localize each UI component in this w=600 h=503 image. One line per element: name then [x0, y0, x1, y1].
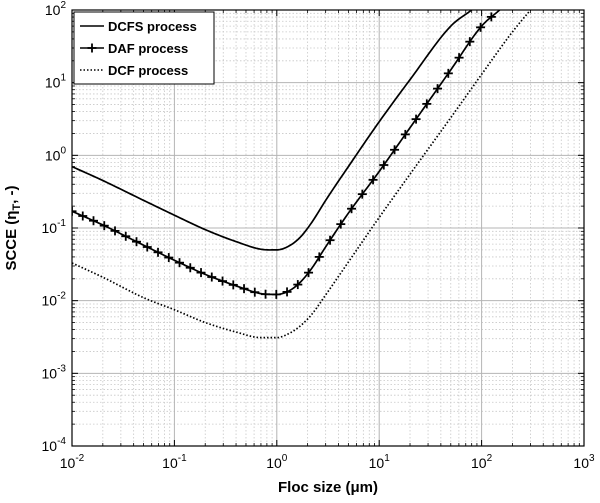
y-axis-title-main: SCCE (η [3, 211, 20, 271]
series-marker-1 [185, 263, 195, 273]
series-marker-1 [121, 231, 131, 241]
y-tick-exponent: -1 [57, 218, 66, 229]
y-tick-exponent: -4 [57, 436, 66, 447]
series-marker-1 [271, 289, 281, 299]
legend-entry-dcfs: DCFS process [80, 19, 197, 34]
legend-entry-dcf: DCF process [80, 63, 188, 78]
series-marker-1 [153, 247, 163, 257]
series-marker-1 [476, 22, 486, 32]
series-marker-1 [304, 268, 314, 278]
x-tick-label: 10-2 [60, 453, 85, 471]
x-tick-exponent: 1 [384, 453, 390, 464]
series-marker-1 [196, 268, 206, 278]
y-tick-label: 100 [45, 145, 67, 163]
y-tick-exponent: 2 [60, 0, 66, 11]
series-marker-1 [142, 242, 152, 252]
series-marker-1 [433, 84, 443, 94]
series-marker-1 [228, 280, 238, 290]
series-marker-1 [293, 280, 303, 290]
x-tick-label: 102 [471, 453, 493, 471]
x-tick-exponent: -2 [75, 453, 84, 464]
legend-label-dcf: DCF process [108, 63, 188, 78]
y-tick-label: 102 [45, 0, 67, 18]
x-tick-base: 10 [266, 455, 282, 471]
y-tick-base: 10 [42, 220, 58, 236]
series-marker-1 [72, 206, 77, 216]
legend-entry-daf: DAF process [80, 41, 188, 56]
y-tick-label: 10-4 [42, 436, 67, 454]
series-marker-1 [422, 99, 432, 109]
legend-marker-daf [87, 43, 97, 53]
y-tick-base: 10 [42, 293, 58, 309]
series-marker-1 [250, 287, 260, 297]
y-axis-title-subscript: T [11, 204, 23, 211]
series-marker-1 [368, 175, 378, 185]
y-tick-exponent: -2 [57, 291, 66, 302]
x-tick-exponent: 0 [282, 453, 288, 464]
x-tick-label: 103 [573, 453, 595, 471]
series-marker-1 [465, 37, 475, 47]
series-marker-1 [261, 289, 271, 299]
x-tick-base: 10 [573, 455, 589, 471]
series-marker-1 [78, 211, 88, 221]
x-tick-exponent: -1 [178, 453, 187, 464]
y-tick-base: 10 [42, 365, 58, 381]
legend-label-dcfs: DCFS process [108, 19, 197, 34]
series-layer [72, 10, 532, 339]
series-marker-1 [89, 216, 99, 226]
series-line-0 [72, 10, 473, 251]
series-marker-1 [443, 68, 453, 78]
series-marker-1 [218, 276, 228, 286]
x-tick-label: 10-1 [162, 453, 187, 471]
series-marker-1 [390, 145, 400, 155]
series-marker-1 [164, 253, 174, 263]
y-tick-label: 101 [45, 73, 67, 91]
x-tick-labels: 10-2 10-1 100 101 102 103 [60, 453, 595, 471]
series-marker-1 [325, 235, 335, 245]
series-marker-1 [486, 12, 496, 22]
tick-marks [71, 9, 585, 447]
x-tick-exponent: 3 [589, 453, 595, 464]
x-tick-base: 10 [471, 455, 487, 471]
y-tick-exponent: 0 [60, 145, 66, 156]
series-marker-1 [347, 204, 357, 214]
y-tick-exponent: -3 [57, 363, 66, 374]
y-tick-base: 10 [45, 147, 61, 163]
x-tick-base: 10 [369, 455, 385, 471]
series-line-2 [72, 10, 532, 339]
series-marker-1 [314, 252, 324, 262]
series-marker-1 [357, 189, 367, 199]
x-tick-base: 10 [60, 455, 76, 471]
series-marker-1 [99, 221, 109, 231]
y-tick-label: 10-1 [42, 218, 67, 236]
series-marker-1 [282, 287, 292, 297]
y-tick-base: 10 [45, 2, 61, 18]
x-tick-exponent: 2 [487, 453, 493, 464]
legend: DCFS process DAF process DCF process [73, 11, 215, 85]
x-tick-label: 101 [369, 453, 391, 471]
y-axis-title-tail: , -) [3, 185, 20, 203]
series-marker-1 [207, 272, 217, 282]
y-tick-label: 10-3 [42, 363, 67, 381]
series-marker-1 [379, 160, 389, 170]
series-marker-1 [175, 258, 185, 268]
series-marker-1 [239, 284, 249, 294]
y-tick-label: 10-2 [42, 291, 67, 309]
series-marker-1 [400, 129, 410, 139]
x-tick-label: 100 [266, 453, 288, 471]
x-tick-base: 10 [162, 455, 178, 471]
series-marker-1 [454, 53, 464, 63]
y-axis-title: SCCE (ηT, -) [3, 185, 23, 270]
series-marker-1 [110, 226, 120, 236]
y-tick-base: 10 [42, 438, 58, 454]
y-tick-base: 10 [45, 75, 61, 91]
legend-label-daf: DAF process [108, 41, 188, 56]
series-marker-1 [132, 237, 142, 247]
series-marker-1 [336, 219, 346, 229]
y-tick-exponent: 1 [60, 73, 66, 84]
series-marker-1 [411, 114, 421, 124]
x-axis-title: Floc size (μm) [278, 479, 378, 496]
